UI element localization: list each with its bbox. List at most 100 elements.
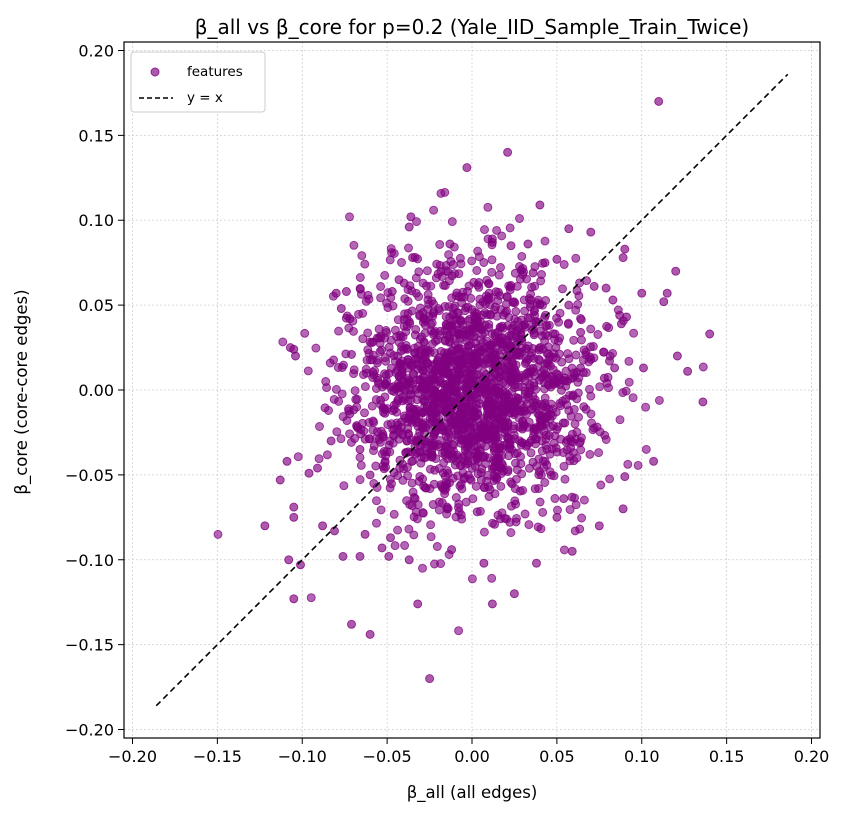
scatter-point xyxy=(503,467,513,477)
scatter-point xyxy=(398,430,408,440)
scatter-point xyxy=(410,348,420,358)
scatter-point xyxy=(540,393,550,403)
scatter-point xyxy=(466,339,476,349)
scatter-point xyxy=(461,325,471,335)
scatter-point xyxy=(562,445,572,455)
legend-label-features: features xyxy=(187,64,243,80)
scatter-point xyxy=(447,368,457,378)
scatter-point xyxy=(404,222,414,232)
scatter-point xyxy=(475,445,485,455)
y-tick-label: −0.15 xyxy=(65,636,114,655)
scatter-point xyxy=(469,441,479,451)
scatter-point xyxy=(557,357,567,367)
scatter-point xyxy=(260,521,270,531)
scatter-point xyxy=(441,312,451,322)
scatter-point xyxy=(416,458,426,468)
scatter-point xyxy=(477,464,487,474)
scatter-point xyxy=(498,342,508,352)
scatter-point xyxy=(418,365,428,375)
scatter-point xyxy=(569,456,579,466)
y-tick-label: −0.05 xyxy=(65,466,114,485)
scatter-point xyxy=(385,255,395,265)
scatter-point xyxy=(536,524,546,534)
scatter-point xyxy=(480,320,490,330)
scatter-point xyxy=(275,475,285,485)
identity-line xyxy=(155,73,789,707)
scatter-point xyxy=(435,436,445,445)
scatter-point xyxy=(459,292,469,302)
scatter-point xyxy=(511,306,521,316)
scatter-point xyxy=(511,360,521,370)
scatter-point xyxy=(464,372,474,382)
scatter-point xyxy=(479,558,489,568)
scatter-point xyxy=(425,484,435,494)
scatter-point xyxy=(683,366,693,376)
scatter-point xyxy=(334,326,344,336)
scatter-point xyxy=(479,258,489,267)
scatter-point xyxy=(493,510,503,520)
scatter-point xyxy=(492,225,502,235)
scatter-point xyxy=(349,365,359,375)
scatter-point xyxy=(478,338,488,347)
scatter-point xyxy=(515,262,524,271)
scatter-point xyxy=(418,419,427,429)
scatter-point xyxy=(628,393,638,403)
scatter-point xyxy=(352,402,362,412)
scatter-point xyxy=(457,484,467,494)
scatter-point xyxy=(616,319,626,329)
scatter-point xyxy=(432,542,442,551)
scatter-point xyxy=(594,448,604,458)
scatter-point xyxy=(564,224,574,234)
scatter-point xyxy=(349,240,359,250)
scatter-point xyxy=(324,406,333,415)
scatter-point xyxy=(492,473,502,483)
scatter-point xyxy=(442,442,452,452)
scatter-point xyxy=(654,395,664,405)
scatter-point xyxy=(376,293,386,303)
scatter-point xyxy=(510,314,520,324)
scatter-point xyxy=(599,347,609,357)
scatter-point xyxy=(321,377,331,386)
scatter-point xyxy=(535,200,545,210)
scatter-point xyxy=(360,259,370,269)
scatter-point xyxy=(483,402,493,412)
scatter-point xyxy=(487,599,497,609)
scatter-point xyxy=(605,356,614,366)
scatter-point xyxy=(480,225,489,235)
scatter-point xyxy=(560,474,570,484)
scatter-point xyxy=(542,349,552,359)
scatter-point xyxy=(289,502,299,512)
scatter-point xyxy=(401,340,411,350)
scatter-point xyxy=(403,377,413,387)
scatter-point xyxy=(339,481,349,491)
scatter-point xyxy=(436,266,446,276)
scatter-point xyxy=(524,463,534,473)
scatter-point xyxy=(467,256,477,266)
scatter-point xyxy=(552,447,562,457)
scatter-point xyxy=(552,254,562,264)
scatter-point xyxy=(596,480,606,490)
scatter-point xyxy=(577,335,586,345)
scatter-point xyxy=(457,514,467,524)
scatter-point xyxy=(506,528,516,538)
scatter-point xyxy=(466,475,476,485)
scatter-point xyxy=(559,545,569,555)
scatter-point xyxy=(540,236,550,246)
scatter-point xyxy=(360,434,370,444)
scatter-point xyxy=(593,330,603,339)
scatter-point xyxy=(541,329,550,339)
x-tick-label: 0.05 xyxy=(539,747,575,766)
scatter-point xyxy=(352,421,362,431)
scatter-point xyxy=(487,573,497,583)
scatter-point xyxy=(384,369,394,379)
scatter-point xyxy=(397,258,406,267)
scatter-point xyxy=(469,357,479,367)
scatter-point xyxy=(474,252,484,262)
scatter-point xyxy=(633,460,643,470)
y-tick-label: 0.00 xyxy=(78,381,114,400)
scatter-point xyxy=(432,259,442,269)
scatter-point xyxy=(506,501,516,511)
y-tick-label: −0.20 xyxy=(65,721,114,740)
scatter-point xyxy=(523,239,533,249)
